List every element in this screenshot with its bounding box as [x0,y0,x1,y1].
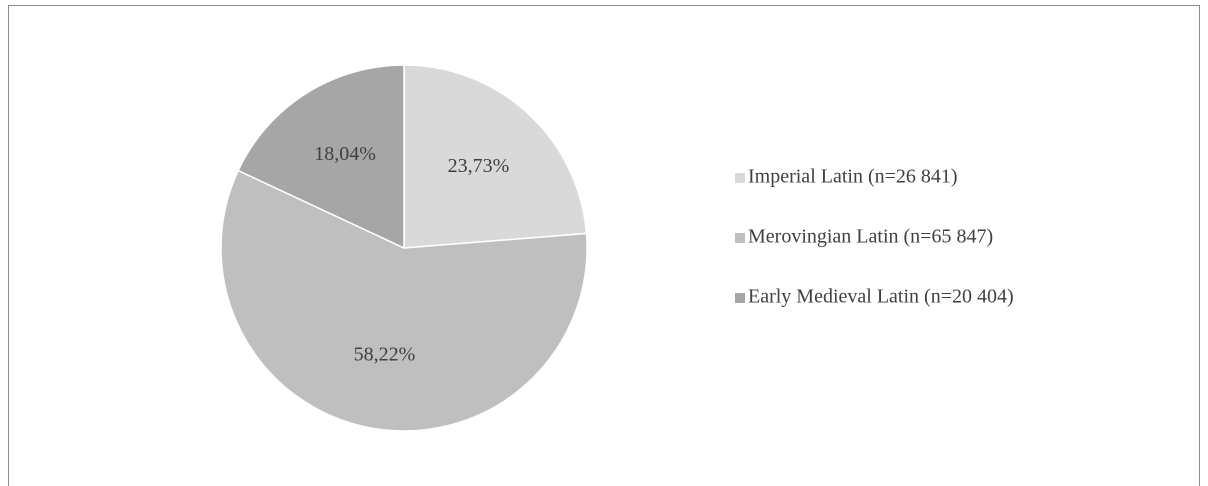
pie-slice [220,169,588,432]
data-label: 23,73% [448,155,510,177]
pie-slice [237,64,405,250]
legend-label: Early Medieval Latin (n=20 404) [748,286,1014,308]
data-label: 58,22% [354,344,416,366]
legend-marker [735,173,745,183]
legend-label: Imperial Latin (n=26 841) [748,166,958,188]
pie-slice [403,64,588,249]
legend-marker [735,233,745,243]
data-label: 18,04% [314,143,376,165]
legend-marker [735,293,745,303]
legend-label: Merovingian Latin (n=65 847) [748,226,993,248]
chart-border [8,5,1200,486]
